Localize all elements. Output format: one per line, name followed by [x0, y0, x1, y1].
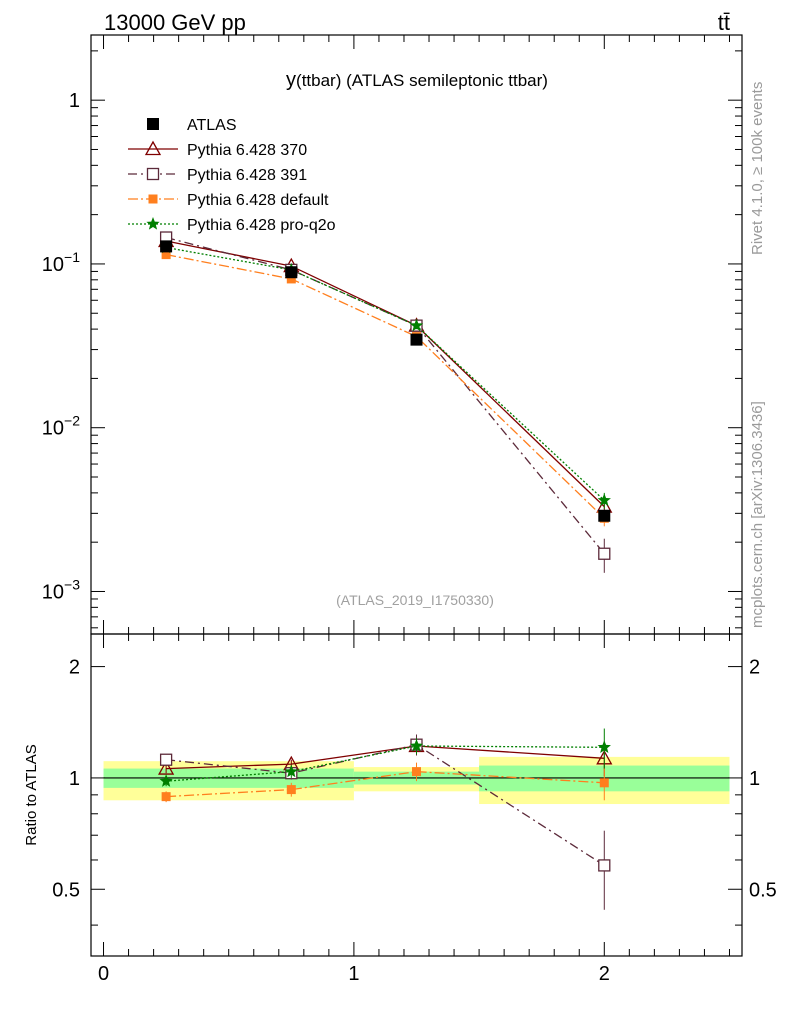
legend-marker: [146, 167, 160, 181]
legend-label: Pythia 6.428 391: [187, 167, 307, 184]
main-title: y(ttbar) (ATLAS semileptonic ttbar): [286, 69, 548, 91]
data-point: [286, 274, 296, 284]
y-tick-exp: −1: [64, 249, 80, 265]
y-tick-label: 10−3: [42, 576, 80, 603]
y-tick-label: 2: [69, 657, 80, 679]
series-line: [165, 240, 605, 508]
ratio-point: [599, 778, 609, 788]
main-grid: 110−110−210−3: [42, 35, 742, 634]
x-tick-label: 1: [348, 963, 359, 985]
ratio-frame: [90, 633, 743, 957]
legend-label: Pythia 6.428 default: [187, 192, 329, 209]
ratio-panel: 0.5 0.5 1 1 2 2 0 1 2 Ratio to ATLAS: [23, 633, 777, 985]
legend-marker: [144, 140, 162, 156]
y-tick-base: 10: [42, 581, 64, 603]
y-tick-label: 10−1: [42, 249, 80, 276]
series-3: [161, 250, 609, 527]
legend-label: Pythia 6.428 370: [187, 142, 307, 159]
rivet-label: Rivet 4.1.0, ≥ 100k events: [749, 82, 766, 255]
ratio-point: [412, 767, 421, 777]
ratio-series-3: [161, 762, 609, 803]
y-tick-label: 1: [69, 90, 80, 112]
y-tick-base: 10: [42, 418, 64, 440]
series-4: [159, 240, 611, 509]
ratio-series: [158, 728, 613, 910]
data-point: [161, 250, 171, 260]
series-line: [165, 236, 605, 555]
title-text: (ttbar) (ATLAS semileptonic ttbar): [296, 71, 548, 90]
series-1: [158, 232, 613, 516]
data-point: [409, 318, 424, 332]
ratio-grid: 0.5 0.5 1 1 2 2 0 1 2: [52, 634, 777, 985]
y-tick-base: 10: [42, 254, 64, 276]
legend-marker: [148, 194, 158, 204]
y-tick-label: 10−2: [42, 413, 80, 440]
legend-entry: Pythia 6.428 pro-q2o: [128, 217, 336, 234]
legend: ATLAS Pythia 6.428 370 Pythia 6.428 391 Pyt…: [128, 117, 336, 234]
ratio-point: [598, 859, 611, 872]
legend-entry: ATLAS: [147, 117, 237, 134]
x-tick-label: 0: [98, 963, 109, 985]
title-prefix: y: [286, 69, 296, 91]
y-tick-label-right: 0.5: [749, 879, 777, 901]
y-tick-label: 0.5: [52, 879, 80, 901]
ratio-point: [159, 774, 173, 787]
source-label: mcplots.cern.ch [arXiv:1306.3436]: [749, 401, 766, 628]
data-point: [597, 493, 611, 507]
legend-entry: Pythia 6.428 default: [128, 192, 329, 209]
legend-label: Pythia 6.428 pro-q2o: [187, 217, 336, 234]
ratio-ylabel: Ratio to ATLAS: [23, 744, 40, 845]
data-point: [285, 266, 298, 279]
y-tick-exp: −2: [64, 413, 80, 429]
energy-label: 13000 GeV pp: [104, 10, 246, 35]
series-2: [159, 231, 611, 573]
y-tick-label-right: 2: [749, 657, 760, 679]
legend-entry: Pythia 6.428 391: [128, 167, 307, 184]
y-tick-exp: −3: [64, 576, 80, 592]
legend-label: ATLAS: [187, 117, 237, 134]
data-point: [160, 240, 173, 253]
legend-marker: [146, 217, 160, 230]
ratio-series-4: [159, 728, 611, 787]
process-label: tt̄: [718, 10, 730, 35]
ratio-point: [159, 753, 173, 766]
series-line: [165, 253, 605, 519]
watermark: (ATLAS_2019_I1750330): [336, 592, 494, 608]
main-panel: y(ttbar) (ATLAS semileptonic ttbar) (ATL…: [42, 34, 743, 635]
series-line: [165, 246, 605, 501]
ratio-point: [284, 764, 298, 778]
x-tick-label: 2: [599, 963, 610, 985]
y-tick-label-right: 1: [749, 768, 760, 790]
ratio-point: [409, 738, 424, 752]
y-tick-label: 1: [69, 768, 80, 790]
data-point: [410, 333, 423, 346]
legend-marker: [147, 118, 159, 130]
main-series: [158, 231, 613, 573]
legend-entry: Pythia 6.428 370: [128, 140, 307, 159]
ratio-point: [158, 760, 175, 775]
ratio-line: [166, 745, 605, 782]
series-0: [160, 240, 611, 522]
ratio-point: [161, 792, 171, 802]
data-point: [598, 547, 611, 560]
data-point: [598, 509, 611, 522]
ratio-point: [286, 785, 296, 795]
ratio-line: [166, 770, 605, 798]
ratio-point: [597, 740, 611, 753]
